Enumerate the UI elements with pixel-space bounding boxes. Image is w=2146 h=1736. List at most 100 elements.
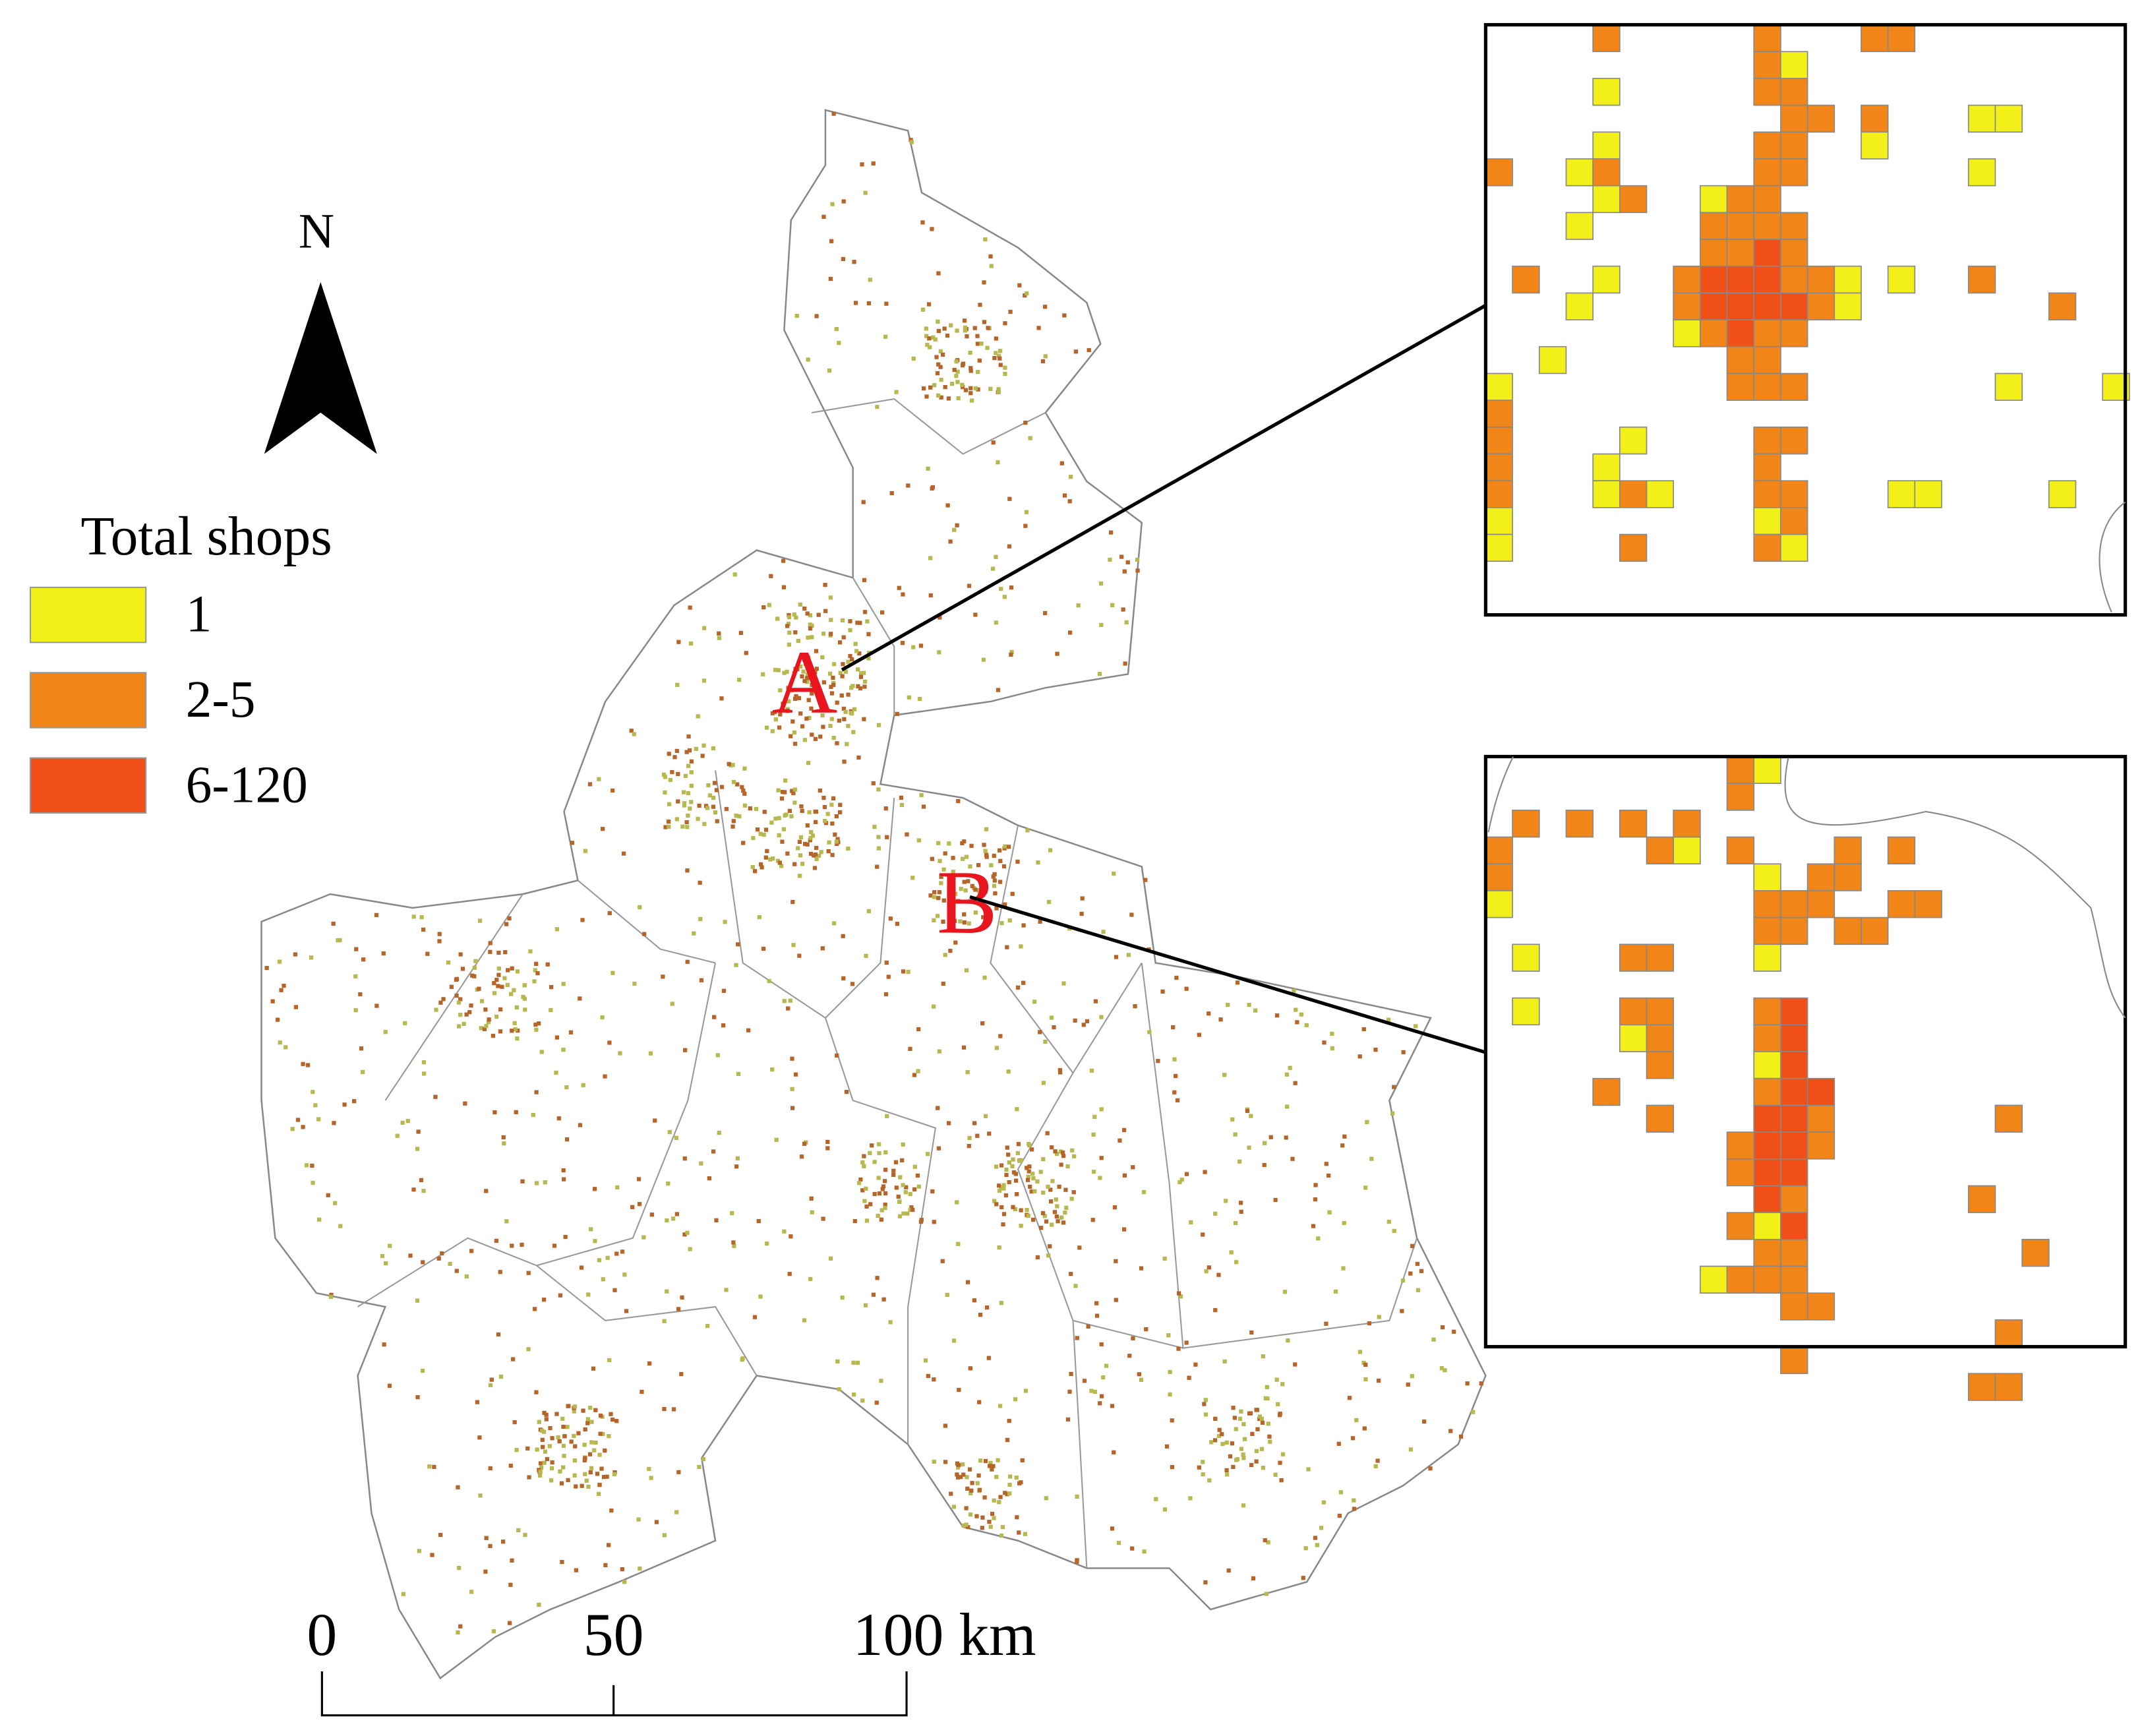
shop-dot [563, 1234, 568, 1240]
shop-dot [1004, 1172, 1009, 1178]
shop-dot [996, 688, 1001, 692]
shop-dot [1228, 1454, 1233, 1458]
shop-dot [961, 1472, 966, 1477]
shop-dot [522, 996, 527, 1001]
shop-dot [1017, 1158, 1022, 1163]
shop-dot [1063, 1211, 1067, 1215]
inset-cell [1780, 1077, 1808, 1106]
shop-dot [676, 640, 681, 644]
shop-dot [885, 1114, 889, 1119]
shop-dot [901, 592, 905, 597]
shop-dot [1230, 1117, 1235, 1122]
shop-dot [769, 574, 773, 578]
shop-dot [1121, 607, 1125, 612]
inset-cell [1780, 104, 1808, 133]
shop-dot [998, 858, 1003, 863]
shop-dot [773, 667, 778, 673]
legend-swatch [29, 586, 147, 644]
shop-dot [438, 1532, 443, 1538]
shop-dot [596, 1491, 601, 1496]
shop-dot [1036, 860, 1040, 865]
shop-dot [603, 1074, 607, 1079]
shop-dot [512, 1420, 517, 1425]
shop-dot [1076, 603, 1081, 608]
shop-dot [826, 849, 831, 854]
shop-dot [1184, 1172, 1189, 1176]
shop-dot [1392, 1228, 1396, 1234]
shop-dot [541, 1445, 545, 1449]
shop-dot [593, 1239, 597, 1243]
shop-dot [1059, 1162, 1063, 1167]
shop-dot [1234, 1427, 1238, 1431]
shop-dot [992, 1498, 996, 1503]
shop-dot [543, 1449, 548, 1454]
shop-dot [415, 1394, 420, 1400]
shop-dot [359, 1046, 364, 1051]
shop-dot [587, 1452, 593, 1456]
shop-dot [866, 301, 872, 306]
shop-dot [821, 680, 826, 684]
shop-dot [388, 1243, 392, 1248]
shop-dot [383, 1030, 388, 1034]
shop-dot [491, 1033, 496, 1038]
shop-dot [1027, 1164, 1032, 1169]
shop-dot [731, 1240, 736, 1245]
shop-dot [810, 635, 814, 640]
shop-dot [1058, 1070, 1063, 1075]
shop-dot [905, 832, 909, 837]
shop-dot [601, 827, 605, 831]
shop-dot [597, 1483, 602, 1487]
shop-dot [939, 881, 943, 885]
shop-dot [1052, 1210, 1058, 1214]
shop-dot [781, 702, 785, 706]
shop-dot [998, 1495, 1003, 1499]
shop-dot [1342, 1134, 1347, 1139]
shop-dot [897, 585, 901, 590]
shop-dot [520, 1179, 525, 1183]
shop-dot [1007, 1160, 1012, 1165]
shop-dot [561, 1443, 566, 1449]
shop-dot [723, 920, 727, 924]
shop-dot [607, 1543, 611, 1547]
shop-dot [1324, 1162, 1328, 1166]
shop-dot [1357, 1350, 1363, 1354]
shop-dot [835, 837, 840, 841]
shop-dot [983, 1114, 988, 1119]
shop-dot [806, 635, 810, 640]
shop-dot [955, 380, 960, 384]
shop-dot [886, 974, 891, 979]
shop-dot [976, 1473, 981, 1478]
shop-dot [593, 1440, 598, 1445]
legend-swatch [29, 672, 147, 729]
shop-dot [1005, 1437, 1010, 1443]
shop-dot [504, 1219, 509, 1224]
shop-dot [862, 717, 866, 721]
shop-dot [947, 841, 951, 846]
shop-dot [797, 953, 802, 958]
shop-dot [910, 1207, 915, 1212]
shop-dot [1065, 1164, 1070, 1169]
shop-dot [301, 1125, 305, 1129]
shop-dot [598, 1431, 603, 1436]
shop-dot [440, 1251, 444, 1256]
shop-dot [1038, 1226, 1044, 1230]
shop-dot [1041, 1081, 1046, 1085]
shop-dot [1330, 1031, 1334, 1036]
shop-dot [408, 1253, 413, 1258]
shop-dot [509, 992, 514, 996]
shop-dot [980, 1526, 984, 1530]
shop-dot [1303, 1546, 1308, 1551]
shop-dot [624, 1309, 629, 1313]
shop-dot [311, 1180, 315, 1185]
shop-dot [1268, 1439, 1272, 1444]
inset-cell [1806, 863, 1835, 891]
inset-cell [1726, 1158, 1755, 1187]
shop-dot [1006, 1069, 1011, 1074]
shop-dot [528, 949, 533, 954]
shop-dot [436, 1256, 441, 1261]
shop-dot [965, 1069, 970, 1075]
shop-dot [688, 641, 694, 646]
shop-dot [1249, 1462, 1254, 1468]
shop-dot [542, 1410, 547, 1416]
shop-dot [1019, 1480, 1023, 1485]
